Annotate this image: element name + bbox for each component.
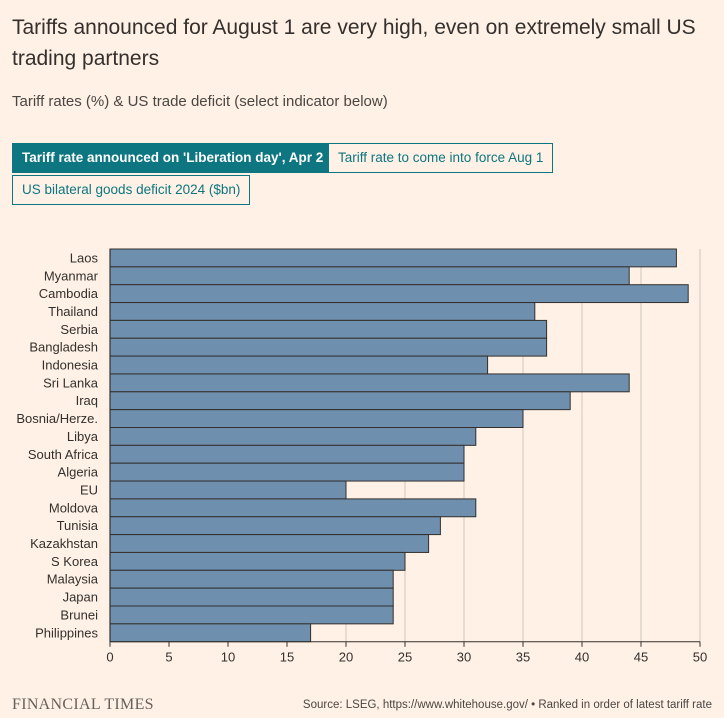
category-label: Iraq <box>76 393 98 408</box>
bar-libya <box>109 427 477 446</box>
bar-bangladesh <box>109 337 548 357</box>
category-label: Malaysia <box>47 572 99 587</box>
category-label: Libya <box>67 429 99 444</box>
category-label: Algeria <box>58 465 99 480</box>
source-note: Source: LSEG, https://www.whitehouse.gov… <box>302 699 712 711</box>
x-tick-label: 40 <box>575 650 589 665</box>
bar-laos <box>109 248 677 268</box>
bar-s-korea <box>109 551 406 571</box>
category-label: Sri Lanka <box>43 375 99 390</box>
bar-thailand <box>109 302 536 321</box>
bar-japan <box>109 587 394 607</box>
category-label: Thailand <box>48 304 98 319</box>
bar-brunei <box>109 605 394 625</box>
bar-myanmar <box>109 266 630 286</box>
x-tick-label: 45 <box>634 650 648 665</box>
category-label: Philippines <box>35 625 98 640</box>
indicator-button-liberation-day[interactable]: Tariff rate announced on 'Liberation day… <box>12 143 334 173</box>
category-label: Bangladesh <box>29 340 98 355</box>
x-tick-label: 5 <box>165 650 172 665</box>
chart-subtitle: Tariff rates (%) & US trade deficit (sel… <box>12 93 388 110</box>
bar-algeria <box>109 462 465 482</box>
category-label: Serbia <box>60 322 98 337</box>
x-tick-label: 20 <box>339 650 353 665</box>
chart-title: Tariffs announced for August 1 are very … <box>12 16 696 70</box>
category-label: Indonesia <box>42 358 99 373</box>
ft-logo: FINANCIAL TIMES <box>12 696 154 713</box>
category-label: EU <box>80 482 98 497</box>
bar-philippines <box>109 623 312 643</box>
bar-sri-lanka <box>109 373 630 393</box>
category-label: Tunisia <box>57 518 99 533</box>
bar-chart: Laos Myanmar Cambodia Thailand Serbia Banglad… <box>16 248 707 665</box>
category-label: Japan <box>63 590 98 605</box>
x-tick-label: 0 <box>106 650 113 665</box>
x-tick-label: 50 <box>693 650 707 665</box>
indicator-button-aug-1[interactable]: Tariff rate to come into force Aug 1 <box>328 143 554 173</box>
bar-south-africa <box>109 444 465 464</box>
bar-kazakhstan <box>109 534 430 553</box>
x-tick-label: 35 <box>516 650 530 665</box>
category-label: Laos <box>70 250 99 265</box>
x-tick-label: 25 <box>398 650 412 665</box>
category-label: Bosnia/Herze. <box>16 411 98 426</box>
category-label: Myanmar <box>44 268 99 283</box>
bar-serbia <box>109 319 548 339</box>
x-tick-label: 30 <box>457 650 471 665</box>
bar-bosnia-herze- <box>109 409 524 428</box>
category-label: Brunei <box>60 607 98 622</box>
bar-eu <box>109 480 347 500</box>
bar-tunisia <box>109 516 441 536</box>
category-label: Moldova <box>49 500 99 515</box>
bar-moldova <box>109 498 477 518</box>
x-tick-label: 15 <box>280 650 294 665</box>
bar-indonesia <box>109 355 489 375</box>
category-label: Cambodia <box>39 286 99 301</box>
category-label: S Korea <box>51 554 99 569</box>
bar-iraq <box>109 391 571 411</box>
bar-malaysia <box>109 569 394 589</box>
category-label: Kazakhstan <box>30 536 98 551</box>
x-tick-label: 10 <box>221 650 235 665</box>
indicator-button-trade-deficit[interactable]: US bilateral goods deficit 2024 ($bn) <box>12 175 251 205</box>
category-label: South Africa <box>28 447 99 462</box>
bar-cambodia <box>109 284 689 304</box>
